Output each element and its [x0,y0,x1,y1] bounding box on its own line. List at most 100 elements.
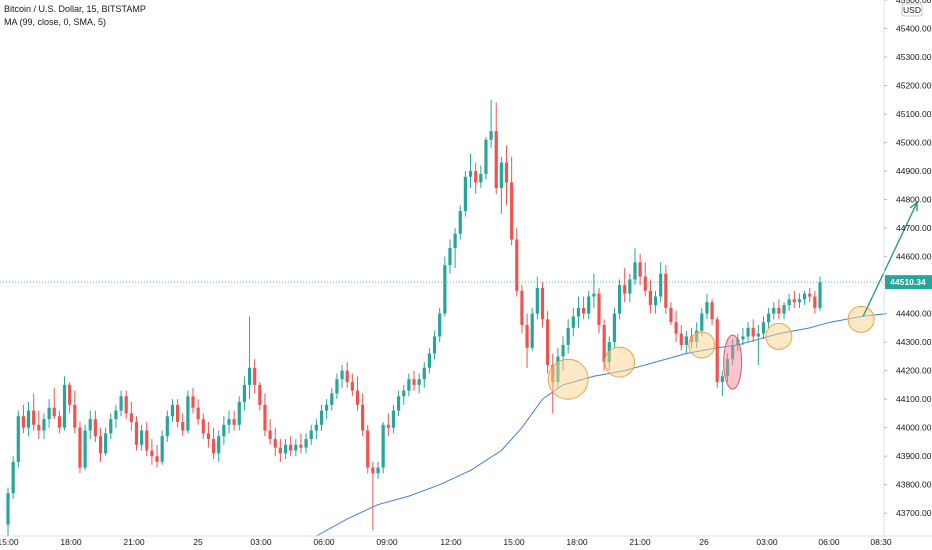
candle-body [340,370,344,380]
candle [813,290,817,314]
candle [592,273,596,308]
candle-body [705,302,709,314]
price-tick-label: 44800.00 [896,195,932,205]
candle [741,327,745,345]
highlight-circle[interactable] [765,322,793,350]
candle [710,299,714,326]
candle-body [170,404,175,417]
trend-arrow-line[interactable] [862,202,918,317]
candle-body [145,430,149,451]
candle [330,387,334,411]
candle [777,299,781,320]
candle-body [453,233,457,249]
candle-body [386,424,390,428]
candle-body [37,424,41,431]
candle-body [211,439,216,454]
candle [751,319,755,343]
highlight-circle[interactable] [688,331,716,359]
candle-body [381,424,385,468]
candle [510,156,514,246]
candle [407,373,411,397]
candle [664,265,668,314]
candle-body [504,162,509,183]
candle-body [535,287,539,314]
candle [386,413,390,437]
highlight-circle[interactable] [847,305,875,333]
candle-body [376,467,380,474]
price-tick-label: 44700.00 [896,223,932,233]
candle-body [319,410,324,425]
candle [808,287,812,303]
price-axis[interactable]: 45500.00 45400.00 45300.00 45200.00 45100.00… [883,0,932,536]
candle [772,302,776,320]
candle-body [438,313,442,337]
candle [32,393,36,431]
candle-body [772,307,776,314]
candle [597,287,601,334]
candle [684,330,688,354]
candle-body [247,367,252,385]
candle-body [361,404,365,431]
candle-body [741,336,745,340]
currency-badge[interactable]: USD [903,5,921,15]
candle [299,433,303,454]
candle-body [407,379,411,391]
candle-body [468,171,473,177]
time-tick-label: 06:00 [818,537,840,547]
candle-body [278,447,282,454]
candle [761,316,766,340]
price-tick-label: 44200.00 [896,366,932,376]
moving-average-series [316,313,887,537]
candle-body [11,461,15,494]
candle [325,399,329,420]
legend-indicator[interactable]: MA (99, close, 0, SMA, 5) [4,17,106,27]
candle [396,390,401,417]
candle-body [160,436,164,462]
candle [109,413,113,440]
candle-body [314,424,318,431]
candle [525,313,529,368]
candle [705,293,709,320]
highlight-circle[interactable] [547,358,589,400]
candle-body [129,413,133,422]
candle-body [432,336,437,354]
candle-body [140,430,144,445]
candle [715,316,719,388]
price-tick-label: 44400.00 [896,309,932,319]
price-tick-label: 44100.00 [896,394,932,404]
candle-body [134,421,139,445]
highlight-circle[interactable] [604,346,636,378]
ma-line [316,313,887,537]
candle [453,228,457,268]
candle-body [571,316,575,328]
candle-body [679,333,683,345]
time-axis[interactable]: 15:00 18:00 21:00 25 03:00 06:00 09:00 12:00 15:… [0,535,932,547]
candle-body [448,248,452,266]
candle [278,439,282,462]
candle-body [813,296,817,308]
candle-body [515,239,519,291]
candle-body [21,416,26,428]
candle-body [546,319,550,365]
candle-body [258,384,262,405]
candle-body [268,430,272,440]
candle-body [648,290,652,306]
candle-body [746,327,750,337]
highlight-ellipse[interactable] [723,334,743,390]
candle [170,399,175,422]
candle [37,410,41,440]
time-tick-label: 08:30 [870,537,892,547]
candle [371,461,375,531]
candle [756,325,760,365]
candle [546,310,550,374]
candle [160,430,164,465]
candle [361,393,365,437]
candle [268,419,272,445]
candle-body [104,433,108,454]
candle [263,393,267,437]
candle [68,382,72,414]
candle-body [802,293,807,300]
candle [57,410,61,434]
candle [797,293,802,308]
